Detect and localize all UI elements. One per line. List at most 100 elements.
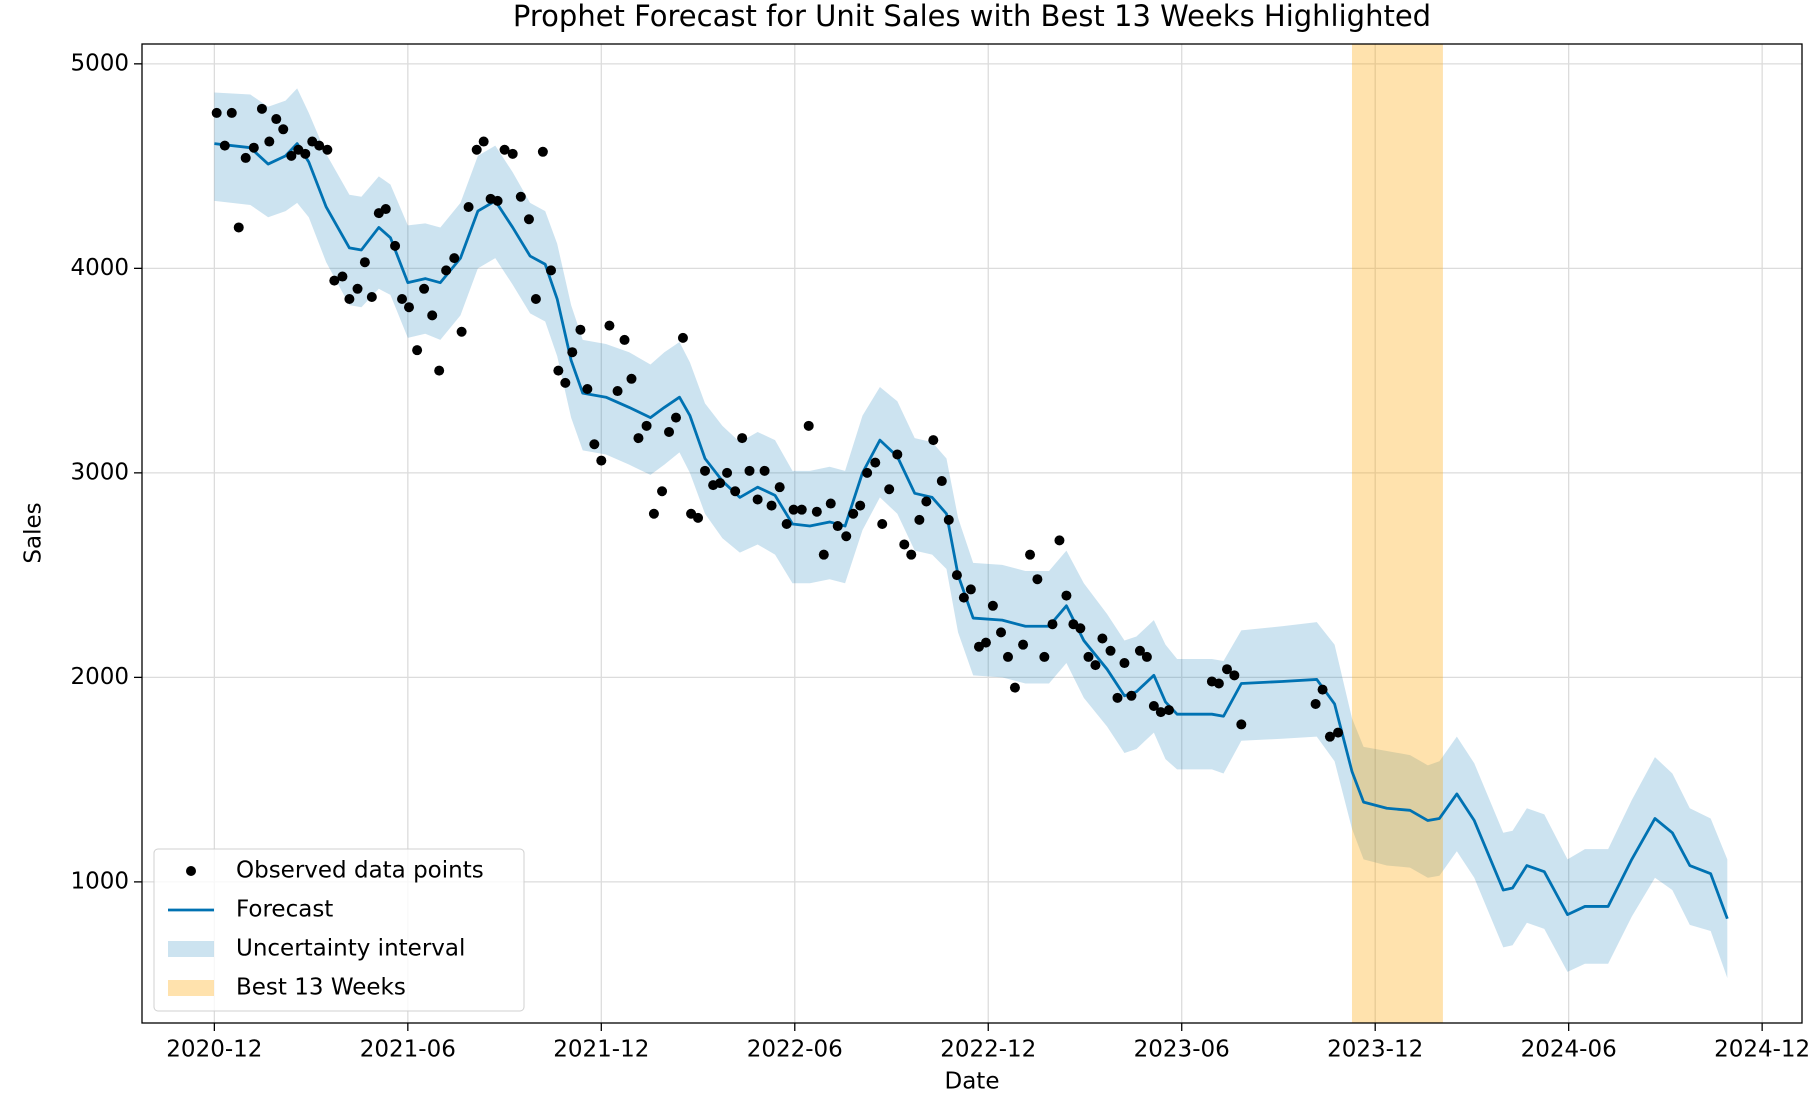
observed-point bbox=[951, 570, 962, 581]
y-tick-label: 3000 bbox=[70, 459, 129, 485]
chart-title: Prophet Forecast for Unit Sales with Bes… bbox=[513, 0, 1431, 33]
observed-point bbox=[1317, 684, 1328, 695]
observed-point bbox=[471, 144, 482, 155]
y-axis-label: Sales bbox=[21, 502, 47, 563]
observed-point bbox=[390, 240, 401, 251]
observed-point bbox=[759, 465, 770, 476]
observed-point bbox=[1054, 535, 1065, 546]
observed-point bbox=[397, 294, 408, 305]
observed-point bbox=[344, 294, 355, 305]
observed-point bbox=[633, 433, 644, 444]
legend-box bbox=[153, 848, 525, 1012]
legend-label: Observed data points bbox=[236, 858, 484, 884]
observed-point bbox=[1039, 651, 1050, 662]
observed-point bbox=[641, 420, 652, 431]
observed-point bbox=[211, 107, 222, 118]
observed-point bbox=[884, 484, 895, 495]
observed-point bbox=[1032, 574, 1043, 585]
observed-point bbox=[1025, 549, 1036, 560]
legend-marker bbox=[168, 980, 214, 996]
observed-point bbox=[980, 637, 991, 648]
observed-point bbox=[314, 140, 325, 151]
observed-point bbox=[1141, 651, 1152, 662]
observed-point bbox=[403, 302, 414, 313]
legend-marker bbox=[168, 941, 214, 957]
observed-point bbox=[478, 136, 489, 147]
observed-point bbox=[1310, 698, 1321, 709]
observed-point bbox=[1324, 731, 1335, 742]
observed-point bbox=[1083, 651, 1094, 662]
observed-point bbox=[841, 531, 852, 542]
observed-point bbox=[1163, 705, 1174, 716]
x-axis-label: Date bbox=[945, 1069, 1000, 1095]
observed-point bbox=[1018, 639, 1029, 650]
observed-point bbox=[553, 365, 564, 376]
observed-point bbox=[766, 500, 777, 511]
observed-point bbox=[1155, 707, 1166, 718]
observed-point bbox=[233, 222, 244, 233]
x-tick-label: 2021-06 bbox=[360, 1037, 456, 1063]
observed-point bbox=[855, 500, 866, 511]
legend-label: Uncertainty interval bbox=[236, 936, 465, 962]
observed-point bbox=[248, 142, 259, 153]
observed-point bbox=[278, 124, 289, 135]
legend-label: Forecast bbox=[236, 897, 333, 923]
observed-point bbox=[1047, 619, 1058, 630]
observed-point bbox=[996, 627, 1007, 638]
observed-point bbox=[1213, 678, 1224, 689]
observed-point bbox=[1075, 623, 1086, 634]
observed-point bbox=[626, 373, 637, 384]
observed-point bbox=[412, 345, 423, 356]
observed-point bbox=[441, 265, 452, 276]
plot-area bbox=[211, 44, 1729, 1023]
observed-point bbox=[737, 433, 748, 444]
observed-point bbox=[240, 152, 251, 163]
observed-point bbox=[825, 498, 836, 509]
observed-point bbox=[832, 521, 843, 532]
observed-point bbox=[256, 103, 267, 114]
observed-point bbox=[987, 600, 998, 611]
y-tick-label: 2000 bbox=[70, 664, 129, 690]
observed-point bbox=[463, 201, 474, 212]
legend-label: Best 13 Weeks bbox=[236, 975, 406, 1001]
y-tick-label: 5000 bbox=[70, 50, 129, 76]
observed-point bbox=[456, 326, 467, 337]
observed-point bbox=[419, 283, 430, 294]
observed-point bbox=[300, 148, 311, 159]
observed-point bbox=[664, 426, 675, 437]
legend: Observed data points Forecast Uncertainty … bbox=[153, 848, 525, 1012]
x-tick-label: 2023-06 bbox=[1134, 1037, 1230, 1063]
observed-point bbox=[1061, 590, 1072, 601]
observed-point bbox=[523, 214, 534, 225]
observed-point bbox=[575, 324, 586, 335]
observed-point bbox=[958, 592, 969, 603]
x-tick-label: 2024-06 bbox=[1521, 1037, 1617, 1063]
observed-point bbox=[380, 204, 391, 215]
observed-point bbox=[1134, 645, 1145, 656]
observed-point bbox=[648, 508, 659, 519]
observed-point bbox=[670, 412, 681, 423]
x-tick-label: 2022-06 bbox=[747, 1037, 843, 1063]
observed-point bbox=[596, 455, 607, 466]
observed-point bbox=[567, 347, 578, 358]
observed-point bbox=[337, 271, 348, 282]
observed-point bbox=[928, 435, 939, 446]
observed-point bbox=[515, 191, 526, 202]
observed-point bbox=[1236, 719, 1247, 730]
observed-point bbox=[1112, 692, 1123, 703]
observed-point bbox=[744, 465, 755, 476]
x-tick-label: 2021-12 bbox=[553, 1037, 649, 1063]
observed-point bbox=[1009, 682, 1020, 693]
observed-point bbox=[848, 508, 859, 519]
observed-point bbox=[899, 539, 910, 550]
observed-point bbox=[677, 332, 688, 343]
observed-point bbox=[434, 365, 445, 376]
observed-point bbox=[796, 504, 807, 515]
observed-point bbox=[329, 275, 340, 286]
observed-point bbox=[226, 107, 237, 118]
x-tick-label: 2023-12 bbox=[1327, 1037, 1423, 1063]
observed-point bbox=[352, 283, 363, 294]
observed-point bbox=[537, 146, 548, 157]
legend-marker bbox=[186, 866, 196, 876]
